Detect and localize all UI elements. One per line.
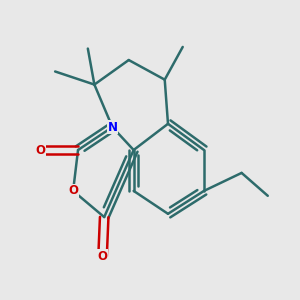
Text: N: N	[107, 121, 117, 134]
Text: O: O	[35, 143, 45, 157]
Text: O: O	[68, 184, 78, 197]
Text: O: O	[98, 250, 108, 263]
